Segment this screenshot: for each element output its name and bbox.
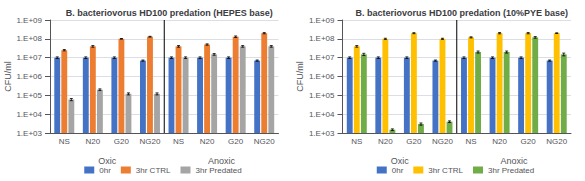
svg-text:G20: G20 [114, 137, 130, 146]
svg-text:G20: G20 [521, 137, 537, 146]
svg-text:1.E+07: 1.E+07 [16, 53, 42, 62]
svg-text:3hr Predated: 3hr Predated [195, 166, 241, 175]
svg-text:Anoxic: Anoxic [500, 156, 528, 166]
svg-text:1.E+04: 1.E+04 [309, 110, 335, 119]
svg-text:Oxic: Oxic [391, 156, 410, 166]
svg-text:NG20: NG20 [432, 137, 453, 146]
svg-text:NG20: NG20 [546, 137, 567, 146]
svg-text:NS: NS [465, 137, 476, 146]
svg-text:B. bacteriovorus HD100 predati: B. bacteriovorus HD100 predation (10%PYE… [355, 8, 568, 18]
svg-text:1.E+05: 1.E+05 [16, 91, 42, 100]
svg-text:0hr: 0hr [99, 166, 111, 175]
svg-text:1.E+03: 1.E+03 [16, 129, 42, 138]
svg-text:1.E+03: 1.E+03 [309, 129, 335, 138]
svg-text:CFU/ml: CFU/ml [295, 61, 305, 92]
svg-text:1.E+07: 1.E+07 [309, 53, 335, 62]
svg-text:NS: NS [59, 137, 70, 146]
svg-text:N20: N20 [492, 137, 507, 146]
svg-text:B. bacteriovorus HD100 predati: B. bacteriovorus HD100 predation (HEPES … [66, 8, 273, 18]
svg-text:NG20: NG20 [140, 137, 161, 146]
svg-text:3hr CTRL: 3hr CTRL [136, 166, 171, 175]
svg-text:3hr Predated: 3hr Predated [488, 166, 534, 175]
svg-text:1.E+05: 1.E+05 [309, 91, 335, 100]
svg-text:1.E+06: 1.E+06 [309, 72, 335, 81]
svg-text:Oxic: Oxic [98, 156, 117, 166]
svg-text:1.E+06: 1.E+06 [16, 72, 42, 81]
svg-text:1.E+08: 1.E+08 [16, 34, 42, 43]
svg-text:1.E+04: 1.E+04 [16, 110, 42, 119]
svg-text:NS: NS [173, 137, 184, 146]
svg-text:N20: N20 [86, 137, 101, 146]
svg-text:G20: G20 [228, 137, 244, 146]
svg-text:N20: N20 [378, 137, 393, 146]
svg-text:N20: N20 [200, 137, 215, 146]
svg-text:3hr CTRL: 3hr CTRL [428, 166, 463, 175]
svg-text:0hr: 0hr [392, 166, 404, 175]
svg-text:NS: NS [351, 137, 362, 146]
svg-text:1.E+08: 1.E+08 [309, 34, 335, 43]
svg-text:1.E+09: 1.E+09 [309, 16, 335, 25]
svg-text:1.E+09: 1.E+09 [16, 16, 42, 25]
svg-text:CFU/ml: CFU/ml [3, 61, 13, 92]
svg-text:Anoxic: Anoxic [208, 156, 236, 166]
svg-text:NG20: NG20 [254, 137, 275, 146]
svg-text:G20: G20 [406, 137, 422, 146]
